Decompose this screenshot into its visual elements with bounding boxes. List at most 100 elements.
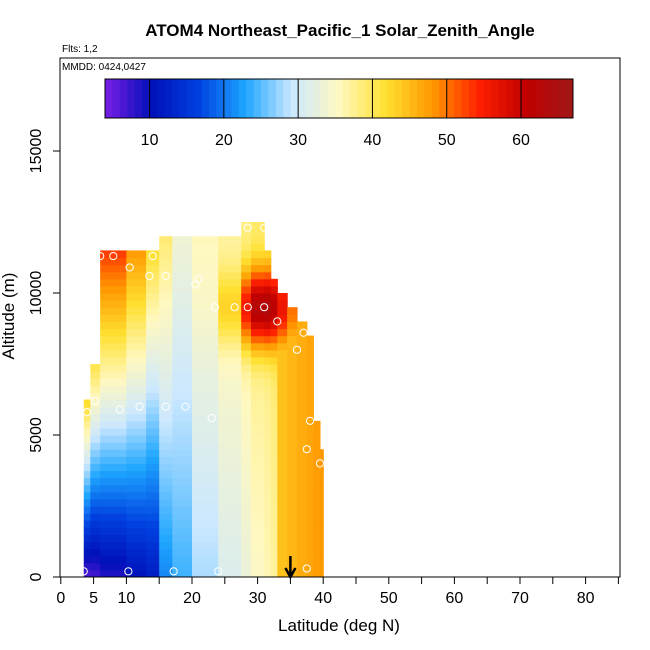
heatmap-cell bbox=[241, 427, 252, 436]
heatmap-cell bbox=[90, 456, 101, 464]
heatmap-cell bbox=[264, 250, 272, 259]
heatmap-cell bbox=[218, 506, 242, 514]
heatmap-cell bbox=[287, 520, 298, 528]
y-axis-title: Altitude (m) bbox=[0, 273, 18, 360]
heatmap-cell bbox=[251, 378, 265, 386]
heatmap-cell bbox=[241, 371, 252, 379]
heatmap-cell bbox=[100, 293, 127, 301]
heatmap-cell bbox=[241, 484, 252, 493]
heatmap-cell bbox=[192, 413, 219, 422]
heatmap-cell bbox=[100, 307, 127, 315]
heatmap-cell bbox=[296, 562, 308, 571]
heatmap-cell bbox=[192, 435, 219, 443]
heatmap-cell bbox=[270, 300, 278, 308]
heatmap-cell bbox=[287, 413, 298, 422]
heatmap-cell bbox=[319, 506, 324, 514]
heatmap-cell bbox=[319, 569, 324, 577]
heatmap-cell bbox=[241, 463, 252, 472]
heatmap-cell bbox=[146, 534, 160, 543]
colorbar-segment bbox=[409, 79, 418, 118]
heatmap-cell bbox=[313, 470, 321, 479]
heatmap-cell bbox=[277, 420, 288, 429]
flight-point bbox=[315, 459, 325, 468]
heatmap-cell bbox=[277, 328, 288, 337]
heatmap-cell bbox=[251, 307, 265, 315]
heatmap-cell bbox=[296, 520, 308, 528]
dates-label: MMDD: 0424,0427 bbox=[62, 62, 146, 73]
heatmap-cell bbox=[126, 300, 147, 308]
heatmap-cell bbox=[192, 300, 219, 308]
heatmap-cell bbox=[192, 506, 219, 514]
heatmap-cell bbox=[159, 413, 173, 422]
heatmap-cell bbox=[126, 555, 147, 564]
heatmap-cell bbox=[251, 435, 265, 443]
heatmap-cell bbox=[264, 300, 272, 308]
heatmap-cell bbox=[146, 513, 160, 521]
heatmap-cell bbox=[319, 484, 324, 493]
heatmap-cell bbox=[90, 413, 101, 422]
heatmap-cell bbox=[90, 527, 101, 535]
heatmap-cell bbox=[159, 236, 173, 244]
heatmap-cell bbox=[126, 513, 147, 521]
heatmap-cell bbox=[296, 484, 308, 493]
heatmap-cell bbox=[172, 328, 193, 337]
heatmap-cell bbox=[287, 548, 298, 557]
heatmap-cell bbox=[251, 349, 265, 358]
heatmap-cell bbox=[90, 569, 101, 577]
heatmap-cell bbox=[90, 371, 101, 379]
heatmap-cell bbox=[287, 534, 298, 543]
heatmap-cell bbox=[218, 491, 242, 500]
heatmap-cell bbox=[306, 385, 314, 393]
heatmap-cell bbox=[159, 307, 173, 315]
heatmap-cell bbox=[172, 562, 193, 571]
colorbar-segment bbox=[275, 79, 284, 118]
colorbar-segment bbox=[194, 79, 203, 118]
heatmap-cell bbox=[90, 513, 101, 521]
heatmap-cell bbox=[218, 293, 242, 301]
heatmap-cell bbox=[306, 470, 314, 479]
heatmap-cell bbox=[264, 335, 272, 344]
heatmap-cell bbox=[306, 442, 314, 450]
colorbar-segment bbox=[290, 79, 299, 118]
heatmap-cell bbox=[159, 392, 173, 401]
heatmap-cell bbox=[264, 342, 272, 351]
heatmap-cell bbox=[159, 449, 173, 457]
heatmap-cell bbox=[287, 506, 298, 514]
heatmap-cell bbox=[277, 491, 288, 500]
heatmap-cell bbox=[287, 349, 298, 358]
heatmap-cell bbox=[159, 527, 173, 535]
heatmap-cell bbox=[218, 321, 242, 330]
heatmap-cell bbox=[251, 555, 265, 564]
heatmap-cell bbox=[296, 427, 308, 436]
heatmap-cell bbox=[251, 293, 265, 301]
colorbar-segment bbox=[350, 79, 359, 118]
colorbar-segment bbox=[223, 79, 232, 118]
heatmap-cell bbox=[241, 506, 252, 514]
heatmap-cell bbox=[172, 314, 193, 322]
heatmap-cell bbox=[83, 484, 91, 493]
colorbar-segment bbox=[394, 79, 403, 118]
heatmap-cell bbox=[241, 534, 252, 543]
heatmap-cell bbox=[251, 257, 265, 266]
heatmap-cell bbox=[146, 364, 160, 372]
heatmap-cell bbox=[146, 250, 160, 259]
heatmap-cell bbox=[313, 477, 321, 486]
heatmap-cell bbox=[251, 463, 265, 472]
colorbar-frame bbox=[104, 78, 574, 119]
heatmap-cell bbox=[83, 427, 91, 436]
heatmap-cell bbox=[218, 371, 242, 379]
heatmap-cell bbox=[277, 435, 288, 443]
heatmap-cell bbox=[241, 569, 252, 577]
heatmap-cell bbox=[296, 335, 308, 344]
heatmap-cell bbox=[264, 477, 272, 486]
heatmap-cell bbox=[90, 364, 101, 372]
heatmap-cell bbox=[90, 427, 101, 436]
colorbar-segment bbox=[357, 79, 366, 118]
heatmap-cell bbox=[126, 356, 147, 365]
heatmap-cell bbox=[172, 257, 193, 266]
colorbar-segment bbox=[528, 79, 537, 118]
heatmap-cell bbox=[296, 442, 308, 450]
heatmap-cell bbox=[146, 378, 160, 386]
heatmap-cell bbox=[313, 534, 321, 543]
heatmap-cell bbox=[100, 484, 127, 493]
